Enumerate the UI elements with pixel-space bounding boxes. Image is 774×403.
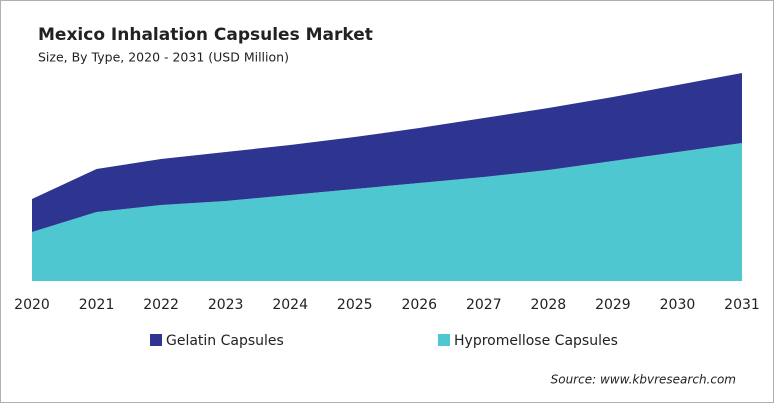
legend-label: Hypromellose Capsules: [454, 333, 618, 349]
x-tick-label: 2025: [337, 297, 373, 313]
legend-swatch: [438, 334, 450, 346]
x-tick-label: 2022: [143, 297, 179, 313]
legend-label: Gelatin Capsules: [166, 333, 284, 349]
x-tick-label: 2027: [466, 297, 502, 313]
x-tick-label: 2031: [724, 297, 760, 313]
x-tick-label: 2020: [14, 297, 50, 313]
x-tick-label: 2021: [79, 297, 115, 313]
x-tick-label: 2024: [272, 297, 308, 313]
x-tick-label: 2030: [660, 297, 696, 313]
x-tick-label: 2029: [595, 297, 631, 313]
chart-title: Mexico Inhalation Capsules Market: [38, 25, 373, 45]
x-tick-label: 2026: [401, 297, 437, 313]
chart-subtitle: Size, By Type, 2020 - 2031 (USD Million): [38, 50, 289, 65]
legend-swatch: [150, 334, 162, 346]
x-tick-label: 2028: [531, 297, 567, 313]
area: [32, 143, 742, 281]
x-tick-label: 2023: [208, 297, 244, 313]
source: Source: www.kbvresearch.com: [551, 373, 736, 387]
area: [32, 73, 742, 232]
